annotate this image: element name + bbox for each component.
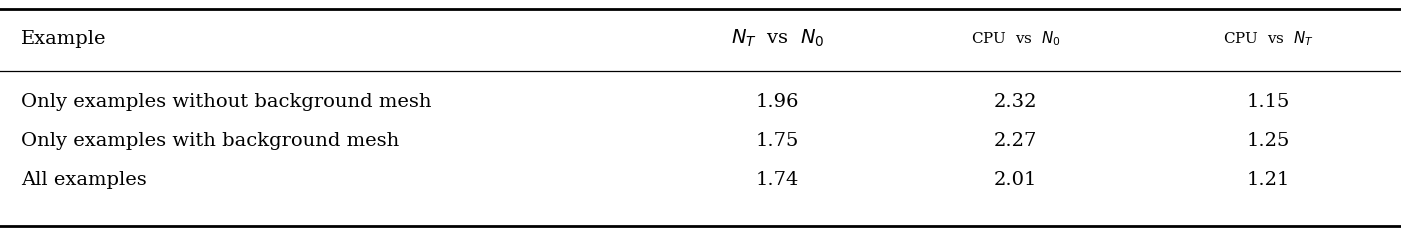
Text: All examples: All examples — [21, 171, 147, 189]
Text: $N_T$  vs  $N_0$: $N_T$ vs $N_0$ — [731, 28, 824, 49]
Text: $\mathregular{CPU}$  vs  $N_0$: $\mathregular{CPU}$ vs $N_0$ — [971, 29, 1061, 48]
Text: 2.27: 2.27 — [995, 132, 1037, 150]
Text: Only examples with background mesh: Only examples with background mesh — [21, 132, 399, 150]
Text: 1.25: 1.25 — [1247, 132, 1289, 150]
Text: 1.21: 1.21 — [1247, 171, 1289, 189]
Text: 2.01: 2.01 — [995, 171, 1037, 189]
Text: $\mathregular{CPU}$  vs  $N_T$: $\mathregular{CPU}$ vs $N_T$ — [1223, 29, 1313, 48]
Text: 1.96: 1.96 — [755, 93, 800, 111]
Text: 1.15: 1.15 — [1247, 93, 1289, 111]
Text: 1.75: 1.75 — [757, 132, 799, 150]
Text: Only examples without background mesh: Only examples without background mesh — [21, 93, 432, 111]
Text: Example: Example — [21, 30, 106, 48]
Text: 2.32: 2.32 — [993, 93, 1038, 111]
Text: 1.74: 1.74 — [757, 171, 799, 189]
